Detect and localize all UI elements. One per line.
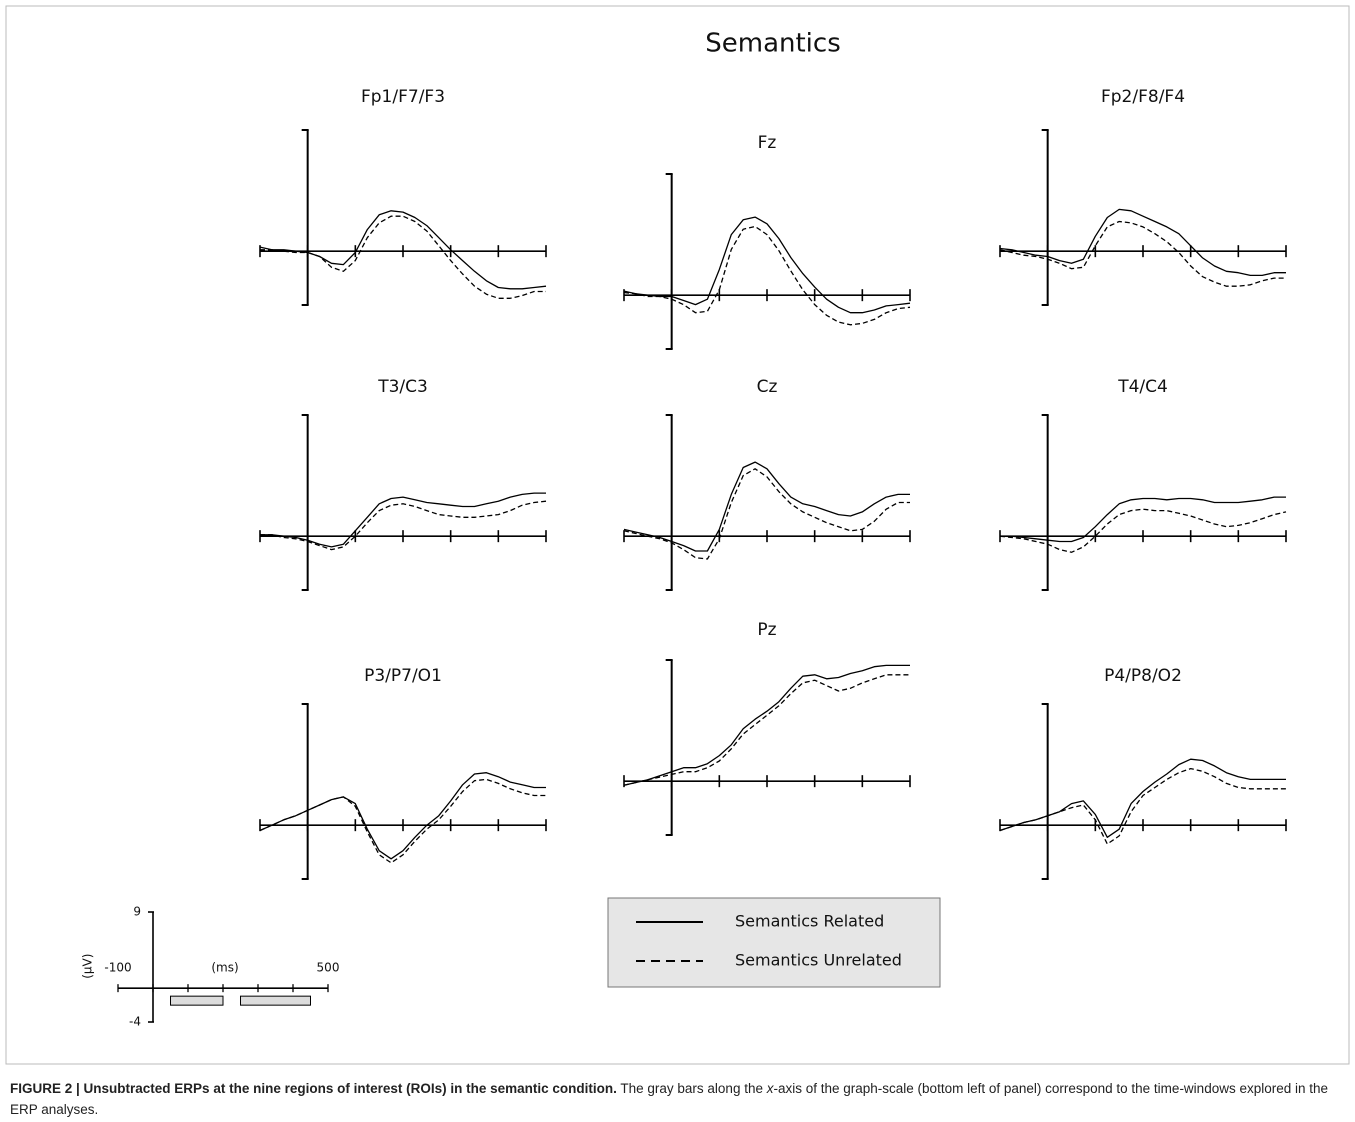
panel-title: Fz <box>758 133 777 153</box>
panel-title: Fp1/F7/F3 <box>361 87 445 107</box>
erp-line <box>623 225 911 326</box>
chart-title: Semantics <box>705 29 841 59</box>
caption-text: The gray bars along the <box>616 1081 767 1096</box>
erp-line <box>260 215 546 299</box>
scale-y-tick-label: 9 <box>133 905 141 919</box>
erp-line <box>623 674 910 786</box>
caption-text: -axis of the graph-scale (bottom left of… <box>10 1081 1329 1117</box>
caption: FIGURE 2 | Unsubtracted ERPs at the nine… <box>10 1078 1340 1120</box>
panel-title: P3/P7/O1 <box>364 666 442 686</box>
caption-italic: x <box>766 1081 774 1096</box>
erp-line <box>623 461 910 552</box>
erp-line <box>259 778 546 864</box>
frame <box>5 5 1350 1065</box>
time-window <box>240 995 311 1006</box>
panel-title: Fp2/F8/F4 <box>1101 87 1185 107</box>
erp-line <box>1000 496 1286 543</box>
caption-label: FIGURE 2 | Unsubtracted ERPs at the nine… <box>10 1081 617 1096</box>
time-window <box>170 995 224 1006</box>
panel-title: P4/P8/O2 <box>1104 666 1182 686</box>
erp-line <box>623 216 911 314</box>
scale-y-label: (µV) <box>81 954 95 979</box>
erp-line <box>999 767 1286 845</box>
erp-line <box>260 492 546 548</box>
scale-x-tick-label: 500 <box>317 961 340 975</box>
legend-label: Semantics Unrelated <box>735 951 902 970</box>
erp-line <box>999 208 1286 277</box>
scale-x-label: (ms) <box>211 961 238 975</box>
erp-line <box>999 508 1287 553</box>
scale-x-tick-label: -100 <box>104 961 131 975</box>
legend-label: Semantics Related <box>735 912 884 931</box>
panel-title: Pz <box>757 620 776 640</box>
panel-title: Cz <box>757 377 778 397</box>
erp-line <box>623 468 910 560</box>
erp-line <box>259 210 547 290</box>
scale-y-tick-label: -4 <box>129 1015 141 1029</box>
erp-line <box>623 664 910 786</box>
panel-title: T3/C3 <box>377 377 428 397</box>
panel-title: T4/C4 <box>1117 377 1168 397</box>
erp-line <box>999 220 1286 287</box>
erp-line <box>260 500 547 551</box>
legend-box <box>607 897 941 988</box>
